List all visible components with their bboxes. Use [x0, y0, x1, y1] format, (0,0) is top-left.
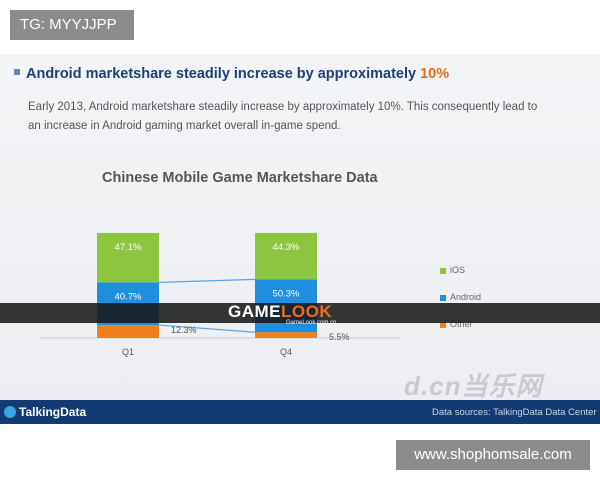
talkingdata-mark-icon	[4, 405, 16, 418]
legend-label-ios: iOS	[450, 265, 466, 275]
watermark-logo-prefix: GAME	[228, 302, 281, 321]
bar-ios-q1	[97, 232, 159, 283]
chart-title: Chinese Mobile Game Marketshare Data	[102, 170, 378, 186]
headline-percent: 10%	[420, 66, 450, 82]
data-label-other-q4: 5.5%	[329, 332, 350, 342]
data-source-text: Data sources: TalkingData Data Center	[432, 407, 597, 418]
data-label-other-q1: 12.3%	[171, 325, 197, 335]
data-label-android-q1: 40.7%	[115, 291, 142, 302]
footer-logo-text: TalkingData	[19, 405, 87, 419]
watermark-logo-suffix: LOOK	[281, 302, 333, 321]
headline-text: Android marketshare steadily increase by…	[26, 66, 421, 82]
connector-other	[158, 324, 256, 333]
bar-other-q1	[97, 325, 159, 338]
gamelook-watermark-logo: GAMELOOK	[228, 302, 332, 322]
dcn-watermark-logo: d.cn当乐网	[404, 371, 543, 401]
talkingdata-logo: TalkingData	[4, 405, 86, 419]
data-label-ios-q4: 44.3%	[273, 242, 300, 253]
legend-item-ios: iOS	[440, 265, 465, 275]
site-badge: www.shophomsale.com	[396, 440, 590, 470]
legend-label-other: Other	[450, 319, 473, 329]
bullet-icon	[14, 69, 20, 76]
watermark-subtext: GameLook.com.cn	[286, 320, 337, 326]
legend-item-other: Other	[440, 319, 473, 329]
bar-ios-q4	[255, 232, 317, 280]
connector-android	[158, 278, 256, 283]
legend-swatch-other	[440, 321, 446, 328]
legend-swatch-android	[440, 294, 446, 301]
tg-badge: TG: MYYJJPP	[10, 10, 134, 40]
data-label-ios-q1: 47.1%	[115, 242, 142, 253]
slide: Android marketshare steadily increase by…	[0, 54, 600, 424]
legend-label-android: Android	[450, 292, 482, 302]
slide-headline: Android marketshare steadily increase by…	[14, 66, 449, 82]
slide-body-text: Early 2013, Android marketshare steadily…	[28, 101, 538, 132]
footer-bar	[0, 400, 600, 424]
legend-swatch-ios	[440, 267, 446, 274]
category-label-q1: Q1	[122, 347, 134, 357]
bar-other-q4	[255, 332, 317, 338]
watermark-band	[0, 303, 600, 323]
data-label-android-q4: 50.3%	[273, 288, 300, 299]
legend-item-android: Android	[440, 292, 481, 302]
category-label-q4: Q4	[280, 347, 292, 357]
